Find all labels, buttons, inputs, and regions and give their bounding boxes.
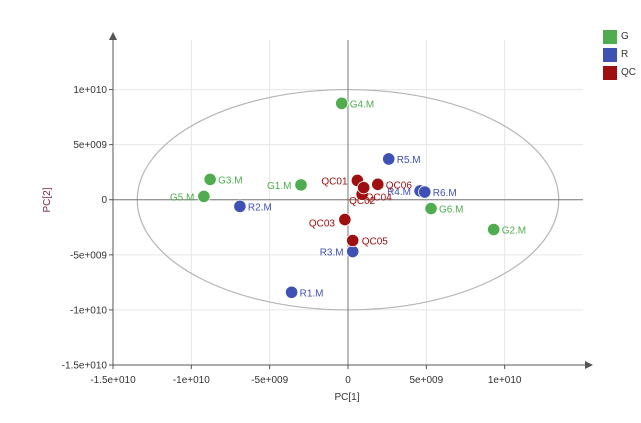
legend: G R QC xyxy=(603,28,641,82)
point-label: G1.M xyxy=(267,181,291,192)
y-tick-label: 1e+010 xyxy=(73,85,107,96)
point-label: R4.M xyxy=(387,187,411,198)
y-tick-label: 0 xyxy=(101,195,107,206)
x-axis-title: PC[1] xyxy=(334,392,359,403)
legend-swatch xyxy=(603,29,617,44)
point-label: QC01 xyxy=(321,176,348,187)
point-label: G6.M xyxy=(439,205,463,216)
point-g-g6-m xyxy=(424,201,438,216)
point-g-g3-m xyxy=(203,172,217,186)
x-tick-label: -5e+009 xyxy=(251,375,288,386)
point-label: QC05 xyxy=(362,237,389,248)
point-label: QC03 xyxy=(309,219,336,230)
x-tick-label: 5e+009 xyxy=(410,375,444,386)
point-qc-qc06 xyxy=(371,177,385,191)
point-label: QC02 xyxy=(349,196,376,207)
point-label: R5.M xyxy=(397,155,421,166)
point-g-g1-m xyxy=(294,178,308,192)
point-label: G2.M xyxy=(502,225,526,236)
legend-label: R xyxy=(621,49,629,60)
point-g-g4-m xyxy=(335,96,349,110)
point-g-g2-m xyxy=(487,222,501,237)
point-g-g5-m xyxy=(197,189,211,204)
x-tick-label: 0 xyxy=(345,375,351,386)
point-label: QC06 xyxy=(386,180,413,191)
axes xyxy=(109,32,593,369)
point-label: R1.M xyxy=(300,288,324,299)
y-tick-label: -1.5e+010 xyxy=(62,361,108,372)
legend-item-r: R xyxy=(603,46,641,63)
point-label: R6.M xyxy=(433,188,457,199)
x-tick-label: -1.5e+010 xyxy=(90,375,136,386)
point-label: R3.M xyxy=(320,248,344,259)
point-qc-qc03 xyxy=(338,212,352,227)
x-tick-label: 1e+010 xyxy=(488,375,522,386)
point-labels: G1.M G2.M G3.M G4.M G5.M G6.M R1.M R2.M R3.M R4.M… xyxy=(170,99,526,299)
point-qc-qc04 xyxy=(357,181,371,195)
point-r-r3-m xyxy=(346,244,360,259)
point-label: QC04 xyxy=(366,193,393,204)
tick-labels: -1.5e+010 -1e+010 -5e+009 0 5e+009 1e+010 1e+0… xyxy=(62,85,522,386)
legend-label: G xyxy=(621,31,629,42)
point-label: G5.M xyxy=(170,192,194,203)
legend-swatch xyxy=(603,65,617,80)
legend-item-g: G xyxy=(603,28,641,45)
point-label: G3.M xyxy=(218,175,242,186)
y-axis-arrow xyxy=(109,32,117,40)
point-r-r1-m xyxy=(284,285,299,299)
point-label: G4.M xyxy=(350,99,374,110)
point-r-r5-m xyxy=(382,152,396,166)
data-points xyxy=(197,96,501,299)
x-axis-arrow xyxy=(585,361,593,369)
y-tick-label: -1e+010 xyxy=(70,305,107,316)
point-r-r6-m xyxy=(418,185,432,199)
legend-label: QC xyxy=(621,67,636,78)
point-qc-qc05 xyxy=(346,233,360,248)
point-r-r2-m xyxy=(233,199,247,213)
y-axis-title: PC[2] xyxy=(42,187,53,212)
legend-item-qc: QC xyxy=(603,64,641,81)
y-tick-label: 5e+009 xyxy=(73,140,107,151)
x-tick-label: -1e+010 xyxy=(173,375,210,386)
point-label: R2.M xyxy=(248,202,272,213)
legend-swatch xyxy=(603,47,617,62)
y-tick-label: -5e+009 xyxy=(70,250,107,261)
